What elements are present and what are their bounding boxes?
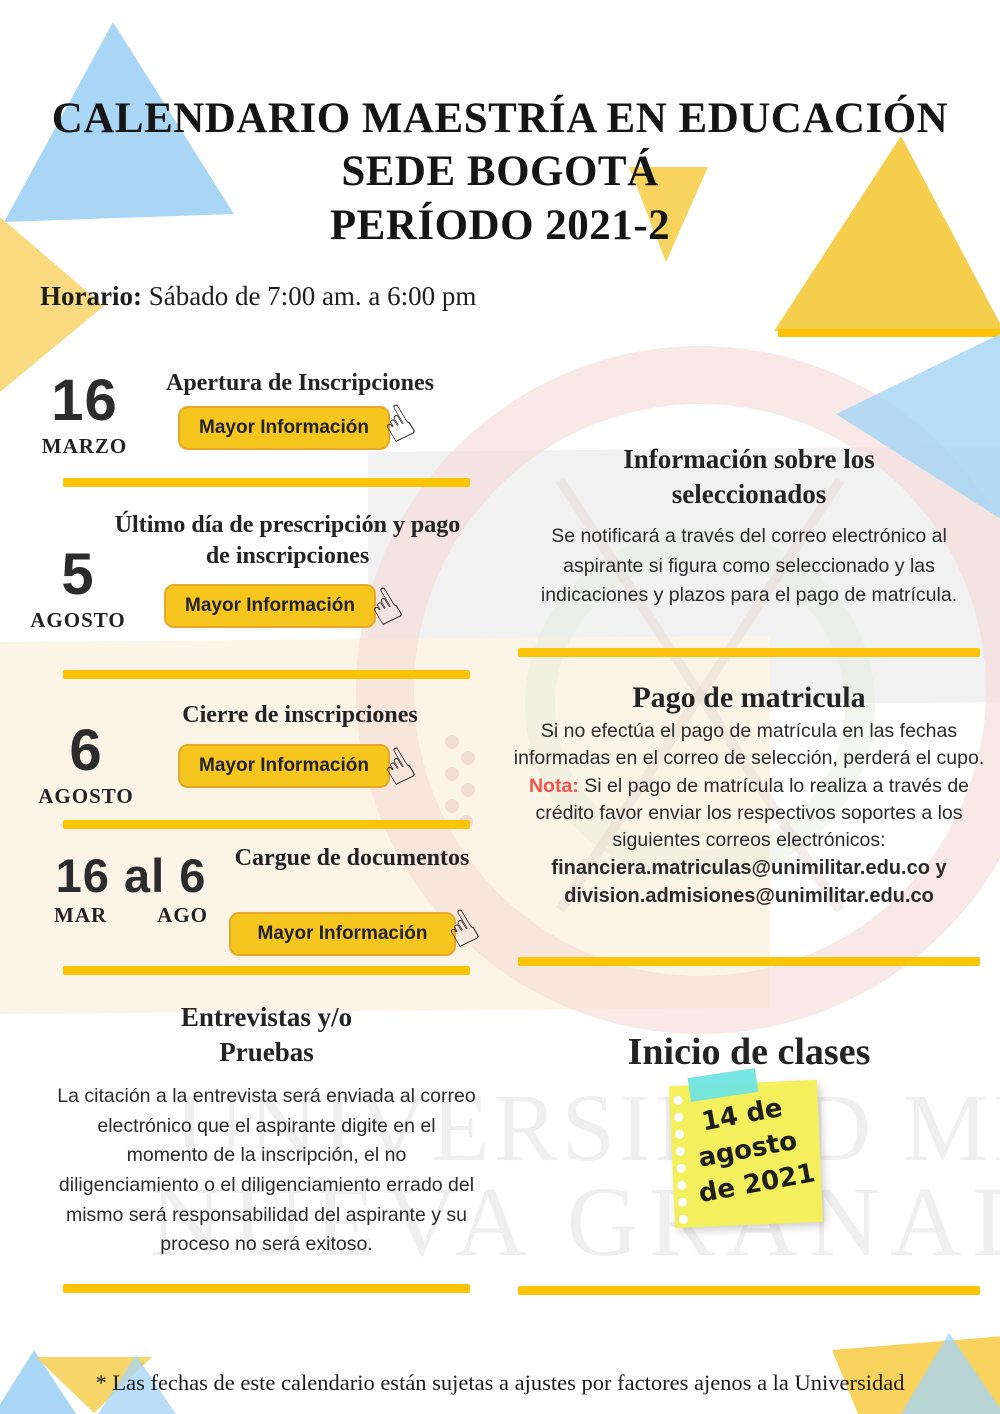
info-heading: Información sobre los seleccionados [518, 442, 980, 512]
divider [63, 1284, 470, 1293]
title-line-2: SEDE BOGOTÁ [341, 148, 659, 196]
item-title-cierre: Cierre de inscripciones [182, 702, 418, 728]
click-hand-icon: ☝ [362, 394, 454, 473]
date-day: 16 [51, 368, 118, 433]
title-line-1: CALENDARIO MAESTRÍA EN EDUCACIÓN [51, 95, 949, 142]
pago-nota: Nota: Si el pago de matrícula lo realiza… [510, 773, 988, 855]
date-5-agosto: 5 AGOSTO [22, 546, 134, 633]
divider [518, 648, 980, 657]
triangle-top-left-blue [4, 22, 234, 222]
date-day: 5 [61, 542, 95, 607]
triangle-right-blue [836, 333, 1000, 519]
pago-body: Si no efectúa el pago de matrícula en la… [510, 718, 988, 910]
divider [63, 670, 470, 679]
inicio-heading: Inicio de clases [627, 1031, 871, 1073]
date-16-marzo: 16 MARZO [32, 372, 137, 459]
click-hand-icon: ☝ [362, 737, 454, 816]
click-hand-icon: ☝ [349, 577, 441, 656]
info-heading-text: Información sobre los seleccionados [623, 444, 875, 510]
date-range: 16 al 6 [55, 849, 207, 902]
nota-label: Nota: [528, 774, 579, 797]
schedule-text: Sábado de 7:00 am. a 6:00 pm [148, 281, 477, 311]
date-months: MAR AGO [42, 903, 220, 928]
divider [518, 957, 980, 966]
note-date: 14 de agosto de 2021 [689, 1087, 818, 1211]
note-holes [673, 1095, 688, 1232]
svg-text:UNIVERSIDAD MILITAR: UNIVERSIDAD MILITAR [175, 1074, 1000, 1181]
mayor-informacion-button-2[interactable]: Mayor Información [164, 584, 376, 628]
pago-heading: Pago de matricula [632, 681, 866, 714]
triangle-top-right-yellow [774, 136, 1000, 331]
triangle-left-yellow [0, 217, 104, 392]
click-hand-icon: ☝ [426, 899, 518, 978]
date-range-16mar-6ago: 16 al 6 MAR AGO [42, 852, 220, 928]
info-body: Se notificará a través del correo electr… [540, 525, 958, 607]
entrevistas-heading: Entrevistas y/o Pruebas [63, 1000, 470, 1070]
entrevistas-heading-text: Entrevistas y/o Pruebas [180, 1002, 353, 1068]
university-wordmark-watermark: UNIVERSIDAD MILITAR NUEVA GRANADA [150, 1074, 1000, 1277]
mayor-informacion-button-1[interactable]: Mayor Información [178, 406, 390, 450]
date-day: 6 [69, 718, 103, 783]
divider [63, 478, 470, 487]
pago-body-text: Si no efectúa el pago de matrícula en la… [513, 720, 985, 770]
schedule-line: Horario: Sábado de 7:00 am. a 6:00 pm [40, 281, 476, 312]
triangle-bottom-left-blue-2 [98, 1355, 176, 1414]
month-end: AGO [157, 903, 208, 927]
triangle-top-center-yellow [629, 167, 708, 262]
footer-disclaimer: * Las fechas de este calendario están su… [95, 1370, 905, 1395]
date-month: AGOSTO [38, 784, 134, 808]
date-6-agosto: 6 AGOSTO [30, 722, 142, 809]
item-title-cargue: Cargue de documentos [234, 845, 470, 871]
svg-text:NUEVA GRANADA: NUEVA GRANADA [150, 1166, 1000, 1277]
entrevistas-body: La citación a la entrevista será enviada… [57, 1085, 476, 1256]
mayor-informacion-button-3[interactable]: Mayor Información [178, 744, 390, 788]
divider [63, 820, 470, 829]
triangle-bottom-right-blue [901, 1333, 1000, 1414]
email-financiera: financiera.matriculas@unimilitar.edu.co … [551, 857, 947, 880]
divider [63, 966, 470, 975]
page-title: CALENDARIO MAESTRÍA EN EDUCACIÓN SEDE BO… [0, 92, 1000, 252]
divider [518, 1286, 980, 1295]
email-admisiones: division.admisiones@unimilitar.edu.co [564, 885, 934, 908]
schedule-label: Horario: [40, 281, 142, 311]
month-start: MAR [54, 903, 108, 927]
triangle-bottom-left-yellow [36, 1357, 152, 1413]
item-title-apertura: Apertura de Inscripciones [166, 370, 434, 396]
triangle-bottom-left-blue-1 [0, 1350, 76, 1414]
item-title-ultimo-dia: Último día de prescripción y pago de ins… [114, 512, 461, 570]
nota-text: Si el pago de matrícula lo realiza a tra… [535, 774, 970, 852]
date-month: MARZO [41, 434, 128, 458]
title-line-3: PERÍODO 2021-2 [329, 201, 671, 249]
right-top-divider [778, 329, 1000, 337]
date-month: AGOSTO [30, 608, 126, 632]
mayor-informacion-button-4[interactable]: Mayor Información [229, 912, 456, 956]
sticky-note: 14 de agosto de 2021 [668, 1068, 824, 1229]
